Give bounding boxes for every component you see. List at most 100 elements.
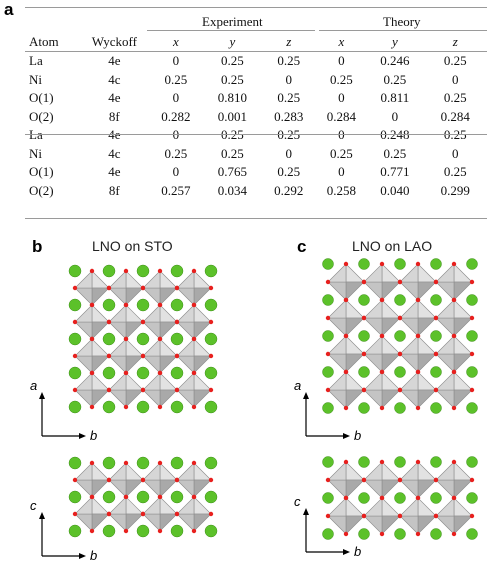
octahedron-face bbox=[435, 263, 455, 283]
octahedron-face bbox=[327, 497, 347, 517]
table-cell: 0.25 bbox=[443, 90, 467, 106]
octahedron bbox=[74, 496, 110, 532]
oxygen-atom bbox=[415, 297, 421, 303]
octahedron-face bbox=[399, 497, 419, 517]
octahedron bbox=[108, 372, 144, 408]
la-atom bbox=[358, 258, 370, 270]
col-header-th-x: x bbox=[338, 34, 345, 49]
la-atom bbox=[430, 366, 442, 378]
oxygen-atom bbox=[343, 261, 349, 267]
octahedron-face bbox=[142, 496, 161, 515]
oxygen-atom bbox=[361, 477, 367, 483]
octahedron bbox=[74, 304, 110, 340]
la-atom bbox=[322, 456, 334, 468]
oxygen-atom bbox=[140, 477, 146, 483]
octahedron bbox=[435, 299, 473, 337]
octahedron-face bbox=[435, 497, 455, 517]
octahedron bbox=[74, 338, 110, 374]
table-cell: 0.248 bbox=[380, 127, 410, 143]
oxygen-atom bbox=[123, 336, 129, 342]
oxygen-atom bbox=[343, 495, 349, 501]
panel-label-c: c bbox=[297, 237, 307, 256]
oxygen-atom bbox=[379, 531, 385, 537]
oxygen-atom bbox=[72, 319, 78, 325]
oxygen-atom bbox=[397, 315, 403, 321]
la-atom bbox=[204, 524, 218, 538]
table-cell: O(1) bbox=[29, 90, 54, 106]
table-cell: Ni bbox=[29, 145, 42, 161]
table-cell: 0.257 bbox=[161, 182, 191, 198]
oxygen-atom bbox=[208, 387, 214, 393]
oxygen-atom bbox=[140, 511, 146, 517]
oxygen-atom bbox=[191, 404, 197, 410]
table-cell: 0 bbox=[172, 164, 180, 180]
oxygen-atom bbox=[397, 387, 403, 393]
experiment-underline bbox=[147, 30, 315, 31]
table-cell: 0.25 bbox=[164, 145, 188, 161]
la-atom bbox=[358, 456, 370, 468]
la-atom bbox=[68, 400, 82, 414]
la-atom bbox=[466, 258, 478, 270]
oxygen-atom bbox=[397, 351, 403, 357]
la-atom bbox=[466, 456, 478, 468]
oxygen-atom bbox=[72, 387, 78, 393]
table-cell: 0 bbox=[452, 71, 459, 87]
oxygen-atom bbox=[325, 477, 331, 483]
octahedron-face bbox=[399, 299, 419, 319]
la-atom bbox=[102, 366, 116, 380]
oxygen-atom bbox=[361, 387, 367, 393]
octahedron bbox=[435, 335, 473, 373]
col-header-exp-x: x bbox=[172, 34, 179, 49]
col-header-wyckoff: Wyckoff bbox=[91, 34, 137, 49]
octahedron bbox=[399, 335, 437, 373]
table-row: Ni 4c 0.25 0.25 0 0.25 0.25 0 bbox=[25, 71, 487, 90]
octahedron bbox=[74, 462, 110, 498]
oxygen-atom bbox=[451, 495, 457, 501]
oxygen-atom bbox=[208, 285, 214, 291]
oxygen-atom bbox=[157, 460, 163, 466]
oxygen-atom bbox=[140, 353, 146, 359]
group-separator-rule bbox=[25, 134, 487, 135]
oxygen-atom bbox=[123, 370, 129, 376]
oxygen-atom bbox=[208, 319, 214, 325]
la-atom bbox=[204, 332, 218, 346]
la-atom bbox=[322, 294, 334, 306]
oxygen-atom bbox=[157, 494, 163, 500]
oxygen-atom bbox=[157, 528, 163, 534]
oxygen-atom bbox=[379, 297, 385, 303]
table-cell: 0.810 bbox=[217, 90, 247, 106]
octahedron bbox=[399, 461, 437, 499]
oxygen-atom bbox=[415, 261, 421, 267]
la-atom bbox=[102, 264, 116, 278]
table-cell: 0.001 bbox=[217, 108, 247, 124]
oxygen-atom bbox=[89, 268, 95, 274]
table-cell: 0.299 bbox=[440, 182, 470, 198]
oxygen-atom bbox=[343, 531, 349, 537]
la-atom bbox=[322, 492, 334, 504]
octahedron-face bbox=[399, 263, 419, 283]
octahedron-face bbox=[176, 270, 195, 289]
la-atom bbox=[322, 330, 334, 342]
oxygen-atom bbox=[325, 387, 331, 393]
la-atom bbox=[394, 528, 406, 540]
table-cell: 0 bbox=[338, 90, 345, 106]
crystallographic-table: Experiment Theory Atom Wyckoff x y z x y… bbox=[25, 8, 487, 200]
oxygen-atom bbox=[106, 353, 112, 359]
octahedron-face bbox=[176, 496, 195, 515]
la-atom bbox=[394, 294, 406, 306]
octahedron-face bbox=[327, 299, 347, 319]
oxygen-atom bbox=[469, 387, 475, 393]
table-cell: 0 bbox=[285, 71, 293, 87]
octahedron-face bbox=[142, 462, 161, 481]
oxygen-atom bbox=[140, 285, 146, 291]
oxygen-atom bbox=[433, 513, 439, 519]
table-cell: 0.25 bbox=[329, 71, 353, 87]
table-body: La 4e 0 0.25 0.25 0 0.246 0.25 Ni 4c 0.25 0.25 0 0.25… bbox=[25, 52, 487, 200]
oxygen-atom bbox=[191, 494, 197, 500]
octahedron bbox=[399, 263, 437, 301]
sto-title: LNO on STO bbox=[92, 238, 173, 254]
oxygen-atom bbox=[343, 333, 349, 339]
oxygen-atom bbox=[89, 370, 95, 376]
la-atom bbox=[358, 366, 370, 378]
